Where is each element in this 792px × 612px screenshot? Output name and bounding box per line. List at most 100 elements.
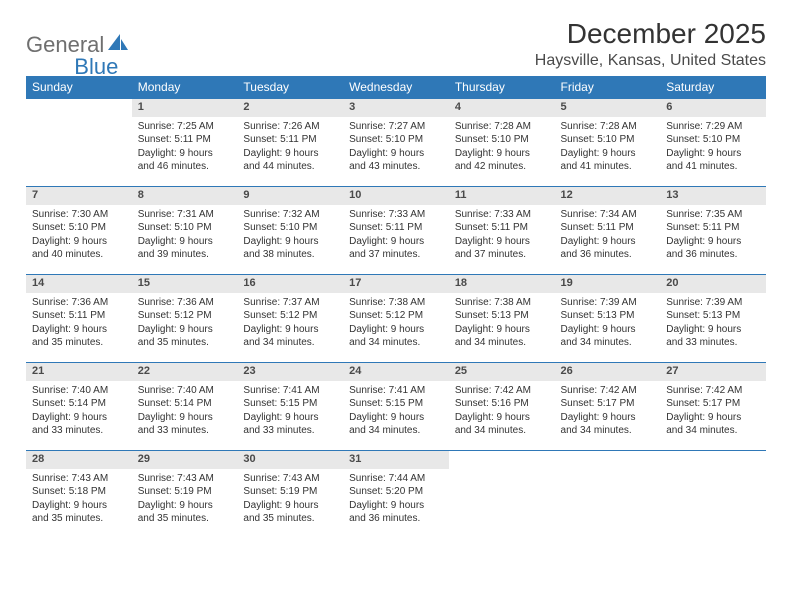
sunrise-text: Sunrise: 7:42 AM (666, 384, 760, 398)
day-number: 23 (237, 363, 343, 381)
daylight-text: Daylight: 9 hours (243, 411, 337, 425)
daylight-text: and 33 minutes. (32, 424, 126, 438)
daylight-text: Daylight: 9 hours (666, 147, 760, 161)
daylight-text: Daylight: 9 hours (666, 411, 760, 425)
sunset-text: Sunset: 5:14 PM (32, 397, 126, 411)
day-data-row: Sunrise: 7:40 AMSunset: 5:14 PM Daylight:… (26, 381, 766, 451)
sunrise-text: Sunrise: 7:40 AM (32, 384, 126, 398)
daylight-text: Daylight: 9 hours (243, 147, 337, 161)
day-cell: Sunrise: 7:43 AMSunset: 5:19 PMDaylight:… (237, 469, 343, 539)
day-cell: Sunrise: 7:31 AMSunset: 5:10 PMDaylight:… (132, 205, 238, 275)
sunrise-text: Sunrise: 7:37 AM (243, 296, 337, 310)
day-cell: Sunrise: 7:37 AMSunset: 5:12 PMDaylight:… (237, 293, 343, 363)
daylight-text: Daylight: 9 hours (32, 235, 126, 249)
sunset-text: Sunset: 5:10 PM (138, 221, 232, 235)
sunrise-text: Sunrise: 7:42 AM (455, 384, 549, 398)
sunrise-text: Sunrise: 7:26 AM (243, 120, 337, 134)
sunset-text: Sunset: 5:18 PM (32, 485, 126, 499)
daylight-text: and 36 minutes. (561, 248, 655, 262)
logo-text-blue: Blue (74, 54, 118, 80)
sunset-text: Sunset: 5:19 PM (138, 485, 232, 499)
sunset-text: Sunset: 5:15 PM (243, 397, 337, 411)
day-number: 10 (343, 187, 449, 205)
day-cell (555, 469, 661, 539)
daylight-text: Daylight: 9 hours (138, 147, 232, 161)
daylight-text: Daylight: 9 hours (666, 235, 760, 249)
day-header-row: Sunday Monday Tuesday Wednesday Thursday… (26, 76, 766, 99)
sunset-text: Sunset: 5:12 PM (349, 309, 443, 323)
daylight-text: and 33 minutes. (138, 424, 232, 438)
daylight-text: Daylight: 9 hours (243, 323, 337, 337)
day-number: 7 (26, 187, 132, 205)
day-number-row: 123456 (26, 99, 766, 117)
day-data-row: Sunrise: 7:30 AMSunset: 5:10 PMDaylight:… (26, 205, 766, 275)
day-data-row: Sunrise: 7:43 AM Sunset: 5:18 PMDaylight:… (26, 469, 766, 539)
location: Haysville, Kansas, United States (535, 52, 766, 70)
day-cell: Sunrise: 7:44 AMSunset: 5:20 PMDaylight:… (343, 469, 449, 539)
day-cell (449, 469, 555, 539)
daylight-text: Daylight: 9 hours (561, 147, 655, 161)
day-cell: Sunrise: 7:42 AMSunset: 5:17 PMDaylight:… (660, 381, 766, 451)
title-block: December 2025 Haysville, Kansas, United … (535, 18, 766, 70)
daylight-text: and 33 minutes. (666, 336, 760, 350)
sunrise-text: Sunrise: 7:28 AM (455, 120, 549, 134)
daylight-text: and 41 minutes. (561, 160, 655, 174)
day-number-row: 14151617181920 (26, 275, 766, 293)
day-number-row: 21222324252627 (26, 363, 766, 381)
daylight-text: and 36 minutes. (666, 248, 760, 262)
daylight-text: and 35 minutes. (138, 512, 232, 526)
day-cell: Sunrise: 7:28 AMSunset: 5:10 PMDaylight:… (449, 117, 555, 187)
daylight-text: Daylight: 9 hours (455, 323, 549, 337)
day-number: 22 (132, 363, 238, 381)
day-data-row: Sunrise: 7:25 AMSunset: 5:11 PMDaylight:… (26, 117, 766, 187)
sunrise-text: Sunrise: 7:43 AM (243, 472, 337, 486)
sunrise-text: Sunrise: 7:36 AM (32, 296, 126, 310)
sunrise-text: Sunrise: 7:42 AM (561, 384, 655, 398)
sunrise-text: Sunrise: 7:44 AM (349, 472, 443, 486)
sunrise-text: Sunrise: 7:29 AM (666, 120, 760, 134)
day-number: 25 (449, 363, 555, 381)
sunset-text: Sunset: 5:12 PM (243, 309, 337, 323)
daylight-text: and 39 minutes. (138, 248, 232, 262)
daylight-text: Daylight: 9 hours (561, 235, 655, 249)
sunrise-text: Sunrise: 7:33 AM (349, 208, 443, 222)
day-number: 12 (555, 187, 661, 205)
day-cell: Sunrise: 7:27 AMSunset: 5:10 PMDaylight:… (343, 117, 449, 187)
daylight-text: and 46 minutes. (138, 160, 232, 174)
day-cell: Sunrise: 7:30 AMSunset: 5:10 PMDaylight:… (26, 205, 132, 275)
sunset-text: Sunset: 5:10 PM (32, 221, 126, 235)
day-cell: Sunrise: 7:38 AMSunset: 5:13 PMDaylight:… (449, 293, 555, 363)
daylight-text: and 37 minutes. (349, 248, 443, 262)
daylight-text: and 34 minutes. (349, 336, 443, 350)
day-cell (26, 117, 132, 187)
sunrise-text: Sunrise: 7:38 AM (349, 296, 443, 310)
sunset-text: Sunset: 5:16 PM (455, 397, 549, 411)
sunset-text: Sunset: 5:17 PM (666, 397, 760, 411)
sunset-text: Sunset: 5:15 PM (349, 397, 443, 411)
sunset-text: Sunset: 5:10 PM (455, 133, 549, 147)
daylight-text: Daylight: 9 hours (455, 147, 549, 161)
sunset-text: Sunset: 5:11 PM (666, 221, 760, 235)
sunset-text: Sunset: 5:12 PM (138, 309, 232, 323)
day-number: 21 (26, 363, 132, 381)
sunset-text: Sunset: 5:11 PM (349, 221, 443, 235)
day-number: 13 (660, 187, 766, 205)
sunrise-text: Sunrise: 7:30 AM (32, 208, 126, 222)
sunset-text: Sunset: 5:10 PM (666, 133, 760, 147)
sunrise-text: Sunrise: 7:33 AM (455, 208, 549, 222)
daylight-text: and 38 minutes. (243, 248, 337, 262)
day-cell: Sunrise: 7:32 AMSunset: 5:10 PMDaylight:… (237, 205, 343, 275)
sunset-text: Sunset: 5:17 PM (561, 397, 655, 411)
daylight-text: Daylight: 9 hours (32, 323, 126, 337)
day-number: 30 (237, 451, 343, 469)
day-number: 5 (555, 99, 661, 117)
day-number: 8 (132, 187, 238, 205)
day-cell: Sunrise: 7:36 AMSunset: 5:12 PMDaylight:… (132, 293, 238, 363)
daylight-text: and 34 minutes. (455, 336, 549, 350)
day-number: 26 (555, 363, 661, 381)
daylight-text: and 34 minutes. (561, 424, 655, 438)
sunset-text: Sunset: 5:13 PM (455, 309, 549, 323)
day-cell: Sunrise: 7:40 AMSunset: 5:14 PMDaylight:… (26, 381, 132, 451)
daylight-text: Daylight: 9 hours (32, 499, 126, 513)
day-header: Monday (132, 76, 238, 99)
